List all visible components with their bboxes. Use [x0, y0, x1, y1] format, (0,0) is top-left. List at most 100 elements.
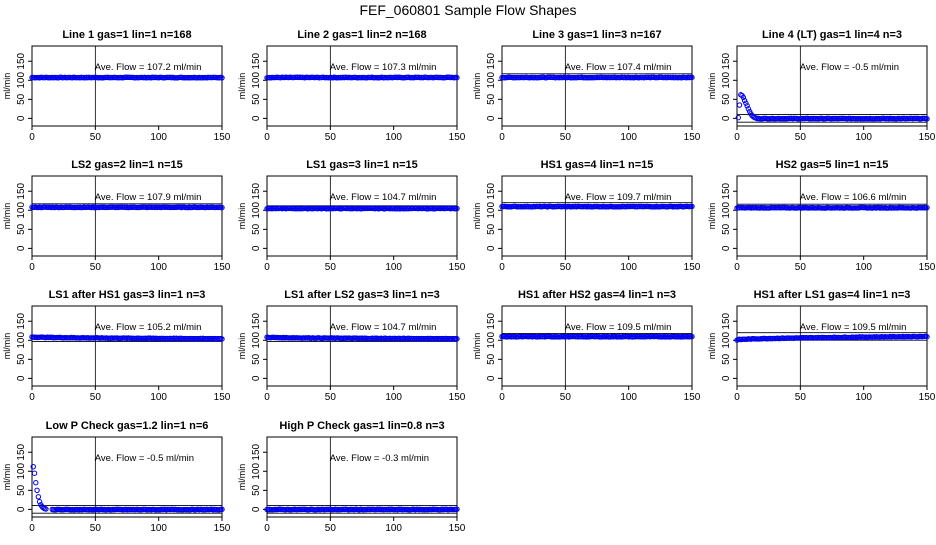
y-tick-label: 0: [486, 245, 497, 251]
panel-title: LS1 after LS2 gas=3 lin=1 n=3: [284, 289, 440, 301]
panel-title: Line 1 gas=1 lin=1 n=168: [62, 29, 191, 41]
x-tick-label: 0: [264, 523, 270, 534]
x-tick-label: 50: [795, 132, 807, 143]
x-tick-label: 100: [855, 262, 872, 273]
chart-panel-13: Low P Check gas=1.2 lin=1 n=6 0 50 100 150 0 5…: [2, 420, 231, 534]
y-tick-label: 150: [486, 182, 497, 199]
data-point: [743, 100, 749, 106]
y-tick-label: 50: [486, 223, 497, 235]
plot-frame: [31, 305, 223, 387]
plot-frame: [266, 175, 458, 257]
y-axis-label: ml/min: [237, 464, 247, 491]
x-tick-label: 100: [855, 392, 872, 403]
chart-panel-2: Line 2 gas=1 lin=2 n=168 0 50 100 150 0 50 100 1…: [237, 29, 466, 143]
x-tick-label: 150: [684, 392, 701, 403]
y-tick-label: 100: [16, 463, 27, 480]
data-point: [740, 94, 747, 101]
chart-panel-6: LS1 gas=3 lin=1 n=15 0 50 100 150 0 50 100 150 ml…: [237, 159, 466, 273]
y-tick-label: 50: [251, 484, 262, 496]
y-tick-label: 50: [486, 93, 497, 105]
y-tick-label: 100: [251, 202, 262, 219]
data-point: [33, 480, 39, 486]
x-tick-label: 50: [560, 132, 572, 143]
x-tick-label: 100: [620, 262, 637, 273]
plot-frame: [31, 175, 223, 257]
x-tick-label: 100: [385, 523, 402, 534]
y-axis-label: ml/min: [237, 203, 247, 230]
data-point: [736, 102, 743, 108]
x-tick-label: 0: [499, 392, 505, 403]
y-tick-label: 0: [251, 375, 262, 381]
y-tick-label: 0: [16, 375, 27, 381]
y-tick-label: 100: [721, 202, 732, 219]
y-tick-label: 100: [16, 332, 27, 349]
x-tick-label: 150: [214, 262, 231, 273]
data-point: [219, 75, 225, 81]
y-tick-label: 50: [16, 223, 27, 235]
data-point: [31, 470, 38, 476]
x-tick-label: 0: [734, 132, 740, 143]
y-tick-label: 50: [251, 223, 262, 235]
panel-title: Line 3 gas=1 lin=3 n=167: [532, 29, 661, 41]
x-tick-label: 50: [90, 132, 102, 143]
chart-panel-9: LS1 after HS1 gas=3 lin=1 n=3 0 50 100 150 0 5…: [2, 289, 231, 403]
chart-panel-14: High P Check gas=1 lin=0.8 n=3 0 50 100 150 0…: [237, 420, 466, 534]
chart-panel-7: HS1 gas=4 lin=1 n=15 0 50 100 150 0 50 100 150 ml…: [472, 159, 701, 273]
figure-title: FEF_060801 Sample Flow Shapes: [359, 2, 577, 18]
y-axis-label: ml/min: [237, 73, 247, 100]
data-point: [689, 74, 695, 81]
data-point: [34, 487, 40, 494]
chart-panel-4: Line 4 (LT) gas=1 lin=4 n=3 0 50 100 150 0 50 1…: [707, 29, 936, 143]
average-flow-annotation: Ave. Flow = 105.2 ml/min: [95, 322, 202, 333]
panel-title: HS1 after LS1 gas=4 lin=1 n=3: [754, 289, 911, 301]
x-tick-label: 0: [29, 392, 35, 403]
x-tick-label: 150: [684, 132, 701, 143]
data-point: [744, 103, 750, 109]
x-tick-label: 0: [734, 262, 740, 273]
x-tick-label: 100: [855, 132, 872, 143]
y-tick-label: 150: [721, 182, 732, 199]
plot-frame: [266, 305, 458, 387]
x-tick-label: 0: [29, 132, 35, 143]
y-tick-label: 50: [251, 93, 262, 105]
y-tick-label: 150: [16, 312, 27, 329]
x-tick-label: 0: [499, 262, 505, 273]
y-tick-label: 150: [251, 443, 262, 460]
y-tick-label: 50: [251, 353, 262, 365]
x-tick-label: 50: [325, 523, 337, 534]
y-axis-label: ml/min: [2, 73, 12, 100]
y-tick-label: 0: [251, 506, 262, 512]
y-tick-label: 0: [721, 375, 732, 381]
y-tick-label: 0: [486, 115, 497, 121]
y-tick-label: 150: [16, 182, 27, 199]
y-tick-label: 50: [16, 353, 27, 365]
y-tick-label: 150: [16, 443, 27, 460]
x-tick-label: 150: [214, 132, 231, 143]
plot-frame: [501, 305, 693, 387]
x-tick-label: 0: [499, 132, 505, 143]
plot-frame: [266, 45, 458, 127]
chart-panel-8: HS2 gas=5 lin=1 n=15 0 50 100 150 0 50 100 150 ml…: [707, 159, 936, 273]
x-tick-label: 50: [560, 262, 572, 273]
x-tick-label: 50: [325, 132, 337, 143]
y-tick-label: 0: [16, 245, 27, 251]
x-tick-label: 0: [29, 523, 35, 534]
x-tick-label: 100: [150, 132, 167, 143]
data-point: [924, 334, 930, 340]
chart-panel-1: Line 1 gas=1 lin=1 n=168 0 50 100 150 0 50 100 1…: [2, 29, 231, 143]
panel-title: HS1 after HS2 gas=4 lin=1 n=3: [518, 289, 676, 301]
y-tick-label: 100: [486, 72, 497, 89]
y-tick-label: 50: [721, 353, 732, 365]
data-point: [454, 74, 460, 81]
y-axis-label: ml/min: [707, 73, 717, 100]
average-flow-annotation: Ave. Flow = 104.7 ml/min: [330, 192, 437, 203]
y-tick-label: 0: [251, 245, 262, 251]
data-point: [36, 499, 43, 505]
x-tick-label: 150: [449, 132, 466, 143]
y-axis-label: ml/min: [237, 333, 247, 360]
y-tick-label: 150: [721, 52, 732, 69]
x-tick-label: 0: [734, 392, 740, 403]
y-tick-label: 50: [16, 93, 27, 105]
data-point: [35, 494, 42, 500]
